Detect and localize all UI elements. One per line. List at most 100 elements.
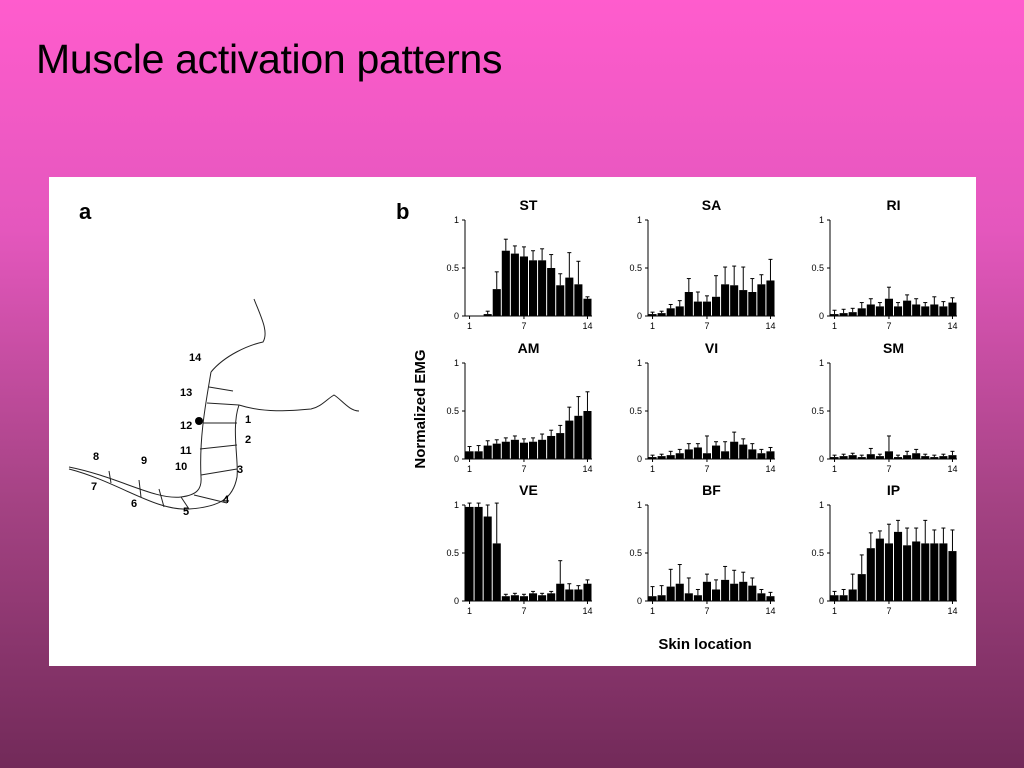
bar — [757, 593, 766, 601]
bar — [565, 420, 574, 459]
bar — [666, 455, 675, 459]
bar — [912, 453, 921, 459]
bar — [538, 439, 547, 459]
bar — [501, 250, 510, 316]
bar — [684, 292, 693, 316]
bar — [730, 441, 739, 459]
y-axis-label: Normalized EMG — [412, 349, 429, 468]
bar — [702, 301, 711, 316]
bar — [519, 596, 528, 601]
bar — [939, 456, 948, 459]
chart-st: ST 0 0.5 1 1 7 14 — [446, 197, 592, 331]
bar — [519, 442, 528, 459]
y-tick-label: 0.5 — [629, 406, 642, 416]
skin-site-8: 8 — [93, 451, 99, 463]
y-tick-label: 0 — [454, 454, 459, 464]
chart-am: AM 0 0.5 1 1 7 14 — [446, 340, 592, 474]
bar — [884, 451, 893, 459]
skin-site-12: 12 — [180, 420, 192, 432]
bar — [739, 290, 748, 316]
skin-site-13: 13 — [180, 387, 192, 399]
bar — [848, 589, 857, 601]
bar — [875, 456, 884, 459]
bar — [529, 593, 538, 601]
bar — [556, 583, 565, 601]
x-tick-label: 7 — [704, 464, 709, 474]
y-tick-label: 1 — [637, 358, 642, 368]
bar — [693, 447, 702, 459]
bar — [574, 415, 583, 459]
chart-title: RI — [887, 197, 901, 213]
skin-site-9: 9 — [141, 455, 147, 467]
bar — [730, 583, 739, 601]
bar — [675, 306, 684, 316]
y-tick-label: 1 — [454, 500, 459, 510]
bar — [657, 313, 666, 316]
x-tick-label: 14 — [582, 464, 592, 474]
chart-title: SM — [883, 340, 904, 356]
x-tick-label: 14 — [947, 464, 957, 474]
y-tick-label: 1 — [454, 215, 459, 225]
y-tick-label: 0 — [454, 596, 459, 606]
skin-site-1: 1 — [245, 414, 251, 426]
bar — [830, 595, 839, 601]
y-tick-label: 0.5 — [629, 548, 642, 558]
bar — [547, 268, 556, 316]
bar — [848, 312, 857, 316]
y-tick-label: 0.5 — [446, 406, 459, 416]
chart-ri: RI 0 0.5 1 1 7 14 — [811, 197, 957, 331]
y-tick-label: 0 — [819, 596, 824, 606]
bar — [757, 453, 766, 459]
bar — [730, 285, 739, 316]
bar — [739, 444, 748, 459]
figure-panel: a 1 2 3 4 5 6 7 8 9 10 11 12 13 14 b ST 0 0.5 1 1 7 14 SA 0 0.… — [49, 177, 976, 666]
bar — [766, 596, 775, 601]
bar — [894, 457, 903, 459]
bar — [538, 260, 547, 316]
bar — [556, 433, 565, 459]
x-tick-label: 1 — [832, 321, 837, 331]
bar — [565, 277, 574, 316]
bar — [748, 292, 757, 316]
bar — [766, 451, 775, 459]
chart-title: VI — [705, 340, 718, 356]
skin-site-14: 14 — [189, 352, 202, 364]
skin-site-3: 3 — [237, 464, 243, 476]
chart-sa: SA 0 0.5 1 1 7 14 — [629, 197, 775, 331]
bar — [648, 314, 657, 316]
bar — [921, 456, 930, 459]
bar — [547, 593, 556, 601]
bar — [510, 595, 519, 601]
marker-dot — [195, 417, 203, 425]
bar — [857, 457, 866, 459]
y-tick-label: 0.5 — [811, 263, 824, 273]
skin-site-10: 10 — [175, 461, 187, 473]
chart-title: AM — [518, 340, 540, 356]
bar — [675, 583, 684, 601]
bar — [556, 285, 565, 316]
bar — [930, 457, 939, 459]
bar — [866, 454, 875, 459]
x-tick-label: 1 — [650, 321, 655, 331]
bar — [748, 585, 757, 601]
x-tick-label: 14 — [582, 321, 592, 331]
skin-site-11: 11 — [180, 445, 192, 457]
bar — [702, 453, 711, 459]
skin-site-2: 2 — [245, 434, 251, 446]
x-tick-label: 1 — [467, 464, 472, 474]
bar — [839, 456, 848, 459]
bar — [894, 531, 903, 601]
bar — [839, 313, 848, 316]
bar — [721, 579, 730, 601]
x-tick-label: 1 — [467, 321, 472, 331]
x-tick-label: 7 — [704, 321, 709, 331]
x-tick-label: 14 — [582, 606, 592, 616]
bar — [684, 593, 693, 601]
y-tick-label: 1 — [637, 215, 642, 225]
bar — [583, 411, 592, 459]
y-tick-label: 0 — [819, 311, 824, 321]
bar — [474, 451, 483, 459]
x-tick-label: 7 — [521, 321, 526, 331]
bar — [648, 457, 657, 459]
bar — [948, 551, 957, 601]
